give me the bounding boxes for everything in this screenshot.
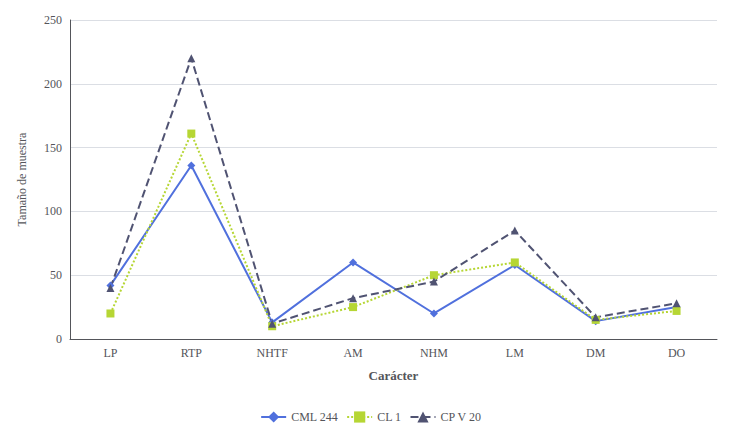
svg-text:0: 0 [56, 332, 62, 346]
svg-text:CL 1: CL 1 [377, 410, 401, 424]
svg-text:AM: AM [343, 346, 363, 360]
svg-text:CML 244: CML 244 [291, 410, 338, 424]
svg-text:100: 100 [44, 204, 62, 218]
svg-text:250: 250 [44, 13, 62, 27]
svg-text:Tamaño de muestra: Tamaño de muestra [15, 132, 29, 226]
svg-text:200: 200 [44, 77, 62, 91]
svg-text:LP: LP [103, 346, 117, 360]
svg-text:RTP: RTP [181, 346, 203, 360]
svg-text:LM: LM [506, 346, 524, 360]
svg-text:Carácter: Carácter [369, 368, 419, 383]
svg-text:50: 50 [50, 268, 62, 282]
svg-text:NHM: NHM [420, 346, 448, 360]
svg-text:150: 150 [44, 141, 62, 155]
svg-text:DM: DM [586, 346, 606, 360]
svg-text:NHTF: NHTF [257, 346, 289, 360]
svg-text:DO: DO [668, 346, 686, 360]
svg-text:CP V 20: CP V 20 [440, 410, 480, 424]
